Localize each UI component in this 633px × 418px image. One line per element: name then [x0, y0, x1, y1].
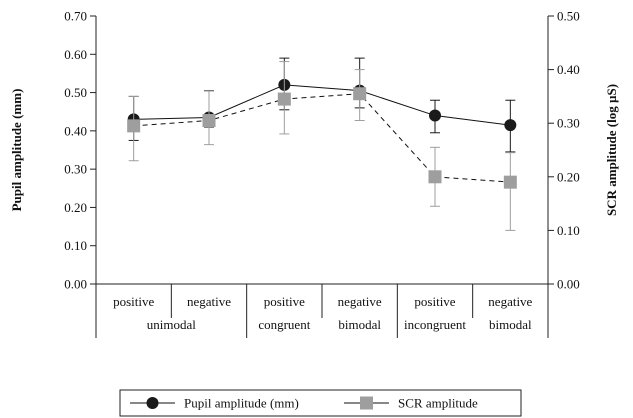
data-point	[428, 170, 442, 184]
left-tick-label: 0.60	[64, 47, 87, 62]
legend-marker	[360, 396, 373, 410]
legend-box	[119, 389, 522, 417]
data-point	[353, 87, 367, 101]
series-line	[133, 93, 511, 183]
y2-axis-label: SCR amplitude (log µS)	[604, 84, 619, 216]
right-tick-label: 0.50	[557, 9, 580, 24]
data-point	[503, 175, 517, 189]
category-label: negative	[338, 294, 382, 309]
category-label: positive	[414, 294, 455, 309]
category-label: negative	[187, 294, 231, 309]
category-label: negative	[488, 294, 532, 309]
right-tick-label: 0.10	[557, 223, 580, 238]
left-tick-label: 0.40	[64, 123, 87, 138]
category-group-label: unimodal	[147, 317, 196, 332]
left-tick-label: 0.70	[64, 9, 87, 24]
left-tick-label: 0.50	[64, 85, 87, 100]
right-tick-label: 0.40	[557, 62, 580, 77]
series-2	[127, 61, 517, 231]
category-group-label: incongruent	[404, 317, 466, 332]
category-label: positive	[113, 294, 154, 309]
legend-label: Pupil amplitude (mm)	[184, 396, 299, 411]
series-1	[127, 57, 517, 153]
data-point	[127, 119, 141, 133]
right-tick-label: 0.30	[557, 116, 580, 131]
series-layer	[127, 57, 517, 231]
category-label: positive	[264, 294, 305, 309]
data-point	[429, 109, 441, 122]
category-group-label: bimodal	[338, 317, 381, 332]
data-point	[277, 92, 291, 106]
left-tick-label: 0.30	[64, 162, 87, 177]
series-line	[133, 84, 511, 126]
legend: Pupil amplitude (mm) SCR amplitude	[119, 389, 522, 417]
data-point	[504, 119, 517, 132]
left-tick-label: 0.00	[64, 277, 87, 292]
legend-marker	[146, 397, 159, 409]
legend-label: SCR amplitude	[398, 396, 478, 411]
right-tick-label: 0.00	[557, 277, 580, 292]
category-group-label: congruent	[258, 317, 310, 332]
y-axis-label: Pupil amplitude (mm)	[9, 89, 24, 212]
left-tick-label: 0.20	[64, 200, 87, 215]
axes: 0.00 0.10 0.20 0.30 0.40 0.50 0.60 0.70 0.00 0.10…	[9, 9, 619, 338]
right-tick-label: 0.20	[557, 169, 580, 184]
category-group-label: bimodal	[489, 317, 532, 332]
left-tick-label: 0.10	[64, 238, 87, 253]
data-point	[202, 114, 216, 128]
